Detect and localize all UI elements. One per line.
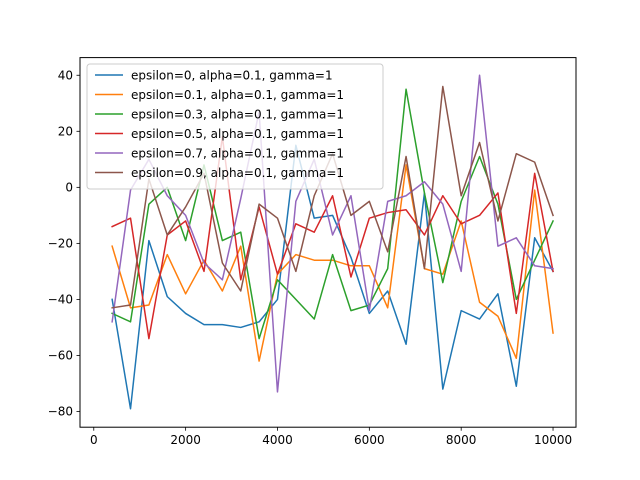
x-tick-label: 6000 (354, 433, 385, 447)
legend-label-3: epsilon=0.5, alpha=0.1, gamma=1 (131, 127, 344, 141)
y-tick-label: 20 (58, 124, 73, 138)
series-line-2 (111, 88, 555, 340)
y-tick-label: 40 (58, 68, 73, 82)
y-axis: −80 −60 −40 −20 0 20 40 (48, 68, 80, 419)
legend-box (86, 63, 384, 190)
legend-label-5: epsilon=0.9, alpha=0.1, gamma=1 (131, 166, 344, 180)
legend-label-2: epsilon=0.3, alpha=0.1, gamma=1 (131, 107, 344, 121)
series-line-4 (111, 74, 554, 393)
y-tick-label: −60 (48, 349, 73, 363)
x-tick-label: 8000 (446, 433, 477, 447)
series-line-3 (111, 136, 554, 340)
x-tick-label: 4000 (262, 433, 293, 447)
x-tick-label: 10000 (534, 433, 572, 447)
legend: epsilon=0, alpha=0.1, gamma=1 epsilon=0.1… (86, 63, 384, 190)
x-tick-label: 0 (90, 433, 98, 447)
series-line-0 (111, 144, 555, 410)
legend-label-4: epsilon=0.7, alpha=0.1, gamma=1 (131, 146, 344, 160)
x-axis: 0 2000 4000 6000 8000 10000 (90, 427, 572, 447)
legend-label-0: epsilon=0, alpha=0.1, gamma=1 (131, 68, 333, 82)
y-tick-label: 0 (65, 181, 73, 195)
plot-frame (79, 57, 577, 428)
y-tick-label: −80 (48, 405, 73, 419)
y-tick-label: −40 (48, 293, 73, 307)
y-tick-label: −20 (48, 237, 73, 251)
legend-label-1: epsilon=0.1, alpha=0.1, gamma=1 (131, 88, 344, 102)
series-line-1 (111, 164, 554, 362)
x-tick-label: 2000 (170, 433, 201, 447)
